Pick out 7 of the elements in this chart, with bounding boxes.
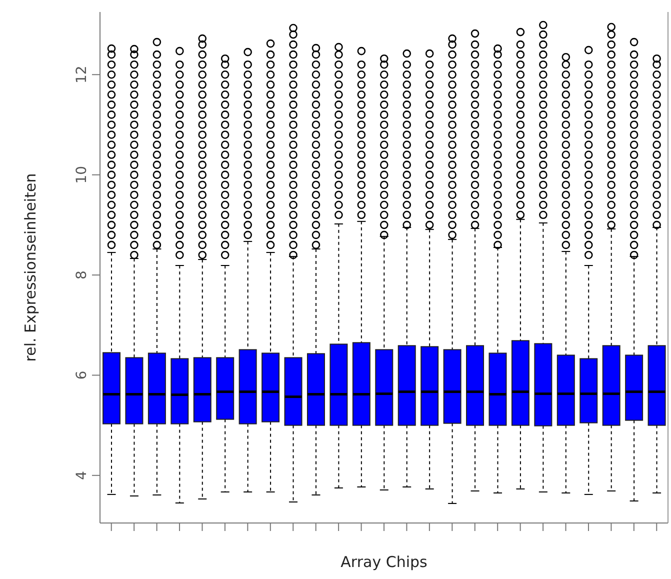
- y-tick-label: 6: [74, 370, 90, 380]
- y-tick-label: 10: [74, 166, 90, 184]
- y-tick-label: 4: [74, 470, 90, 480]
- y-tick-label: 8: [74, 270, 90, 280]
- y-axis-title: rel. Expressionseinheiten: [21, 173, 40, 362]
- y-tick-label: 12: [74, 66, 90, 84]
- x-axis-title: Array Chips: [340, 553, 428, 571]
